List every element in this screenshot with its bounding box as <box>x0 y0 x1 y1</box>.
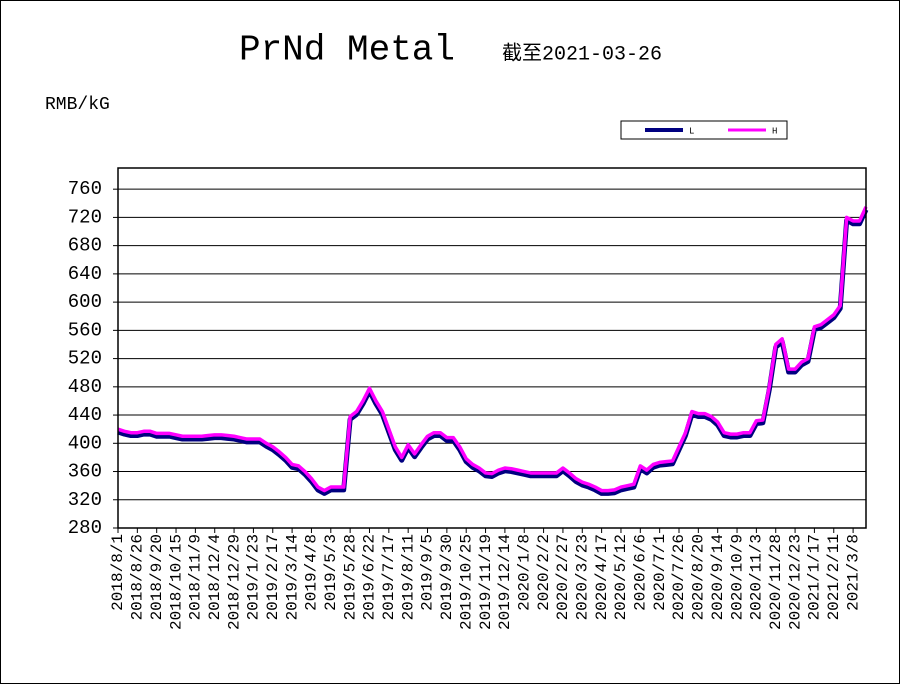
x-tick-label: 2019/6/22 <box>361 534 379 620</box>
y-axis-label: RMB/kG <box>45 95 110 115</box>
y-tick-label: 400 <box>68 432 102 454</box>
x-tick-label: 2019/3/14 <box>283 534 301 620</box>
y-tick-label: 680 <box>68 235 102 257</box>
x-tick-label: 2021/1/17 <box>806 534 824 620</box>
x-tick-label: 2018/11/9 <box>187 534 205 620</box>
x-tick-label: 2020/11/28 <box>767 534 785 630</box>
x-tick-label: 2020/11/3 <box>748 534 766 620</box>
x-tick-label: 2018/10/15 <box>167 534 185 630</box>
x-tick-label: 2018/9/20 <box>148 534 166 620</box>
x-tick-label: 2020/7/26 <box>670 534 688 620</box>
x-tick-label: 2018/12/29 <box>225 534 243 630</box>
x-tick-label: 2021/3/8 <box>844 534 862 611</box>
chart-title: PrNd Metal <box>239 30 455 71</box>
series-line <box>117 206 868 493</box>
plot-border <box>117 167 867 529</box>
y-tick-label: 760 <box>68 178 102 200</box>
x-tick-label: 2019/4/8 <box>303 534 321 611</box>
x-tick-label: 2019/9/5 <box>419 534 437 611</box>
x-tick-label: 2019/5/3 <box>322 534 340 611</box>
x-tick-label: 2019/8/11 <box>399 534 417 620</box>
x-tick-label: 2020/7/1 <box>651 534 669 611</box>
x-tick-label: 2020/8/20 <box>690 534 708 620</box>
legend-label: H <box>772 126 777 136</box>
x-tick-label: 2019/7/17 <box>380 534 398 620</box>
y-tick-label: 520 <box>68 348 102 370</box>
y-tick-label: 720 <box>68 206 102 228</box>
plot-area <box>118 168 866 528</box>
x-tick-label: 2018/8/26 <box>129 534 147 620</box>
y-tick-label: 600 <box>68 291 102 313</box>
x-tick-label: 2019/2/17 <box>264 534 282 620</box>
y-tick-label: 360 <box>68 461 102 483</box>
x-tick-label: 2019/9/30 <box>438 534 456 620</box>
legend-label: L <box>689 126 694 136</box>
x-tick-label: 2019/1/23 <box>245 534 263 620</box>
x-tick-label: 2019/12/14 <box>496 534 514 630</box>
series-line <box>117 208 869 496</box>
x-tick-label: 2020/3/23 <box>573 534 591 620</box>
x-tick-label: 2019/11/19 <box>477 534 495 630</box>
x-tick-label: 2018/12/4 <box>206 534 224 620</box>
x-tick-label: 2020/6/6 <box>632 534 650 611</box>
x-tick-label: 2019/10/25 <box>457 534 475 630</box>
y-tick-label: 280 <box>68 517 102 539</box>
y-tick-label: 320 <box>68 489 102 511</box>
x-tick-label: 2020/12/23 <box>786 534 804 630</box>
x-tick-label: 2020/10/9 <box>728 534 746 620</box>
x-tick-label: 2020/2/27 <box>554 534 572 620</box>
x-tick-label: 2018/8/1 <box>109 534 127 611</box>
x-tick-label: 2019/5/28 <box>341 534 359 620</box>
y-tick-label: 480 <box>68 376 102 398</box>
x-tick-label: 2020/5/12 <box>612 534 630 620</box>
x-tick-label: 2020/4/17 <box>593 534 611 620</box>
legend-box <box>620 120 788 140</box>
x-tick-label: 2020/9/14 <box>709 534 727 620</box>
chart-subtitle: 截至2021-03-26 <box>502 41 662 66</box>
x-tick-label: 2020/2/2 <box>535 534 553 611</box>
x-tick-label: 2021/2/11 <box>825 534 843 620</box>
x-tick-label: 2020/1/8 <box>515 534 533 611</box>
y-tick-label: 440 <box>68 404 102 426</box>
y-tick-label: 640 <box>68 263 102 285</box>
y-tick-label: 560 <box>68 319 102 341</box>
